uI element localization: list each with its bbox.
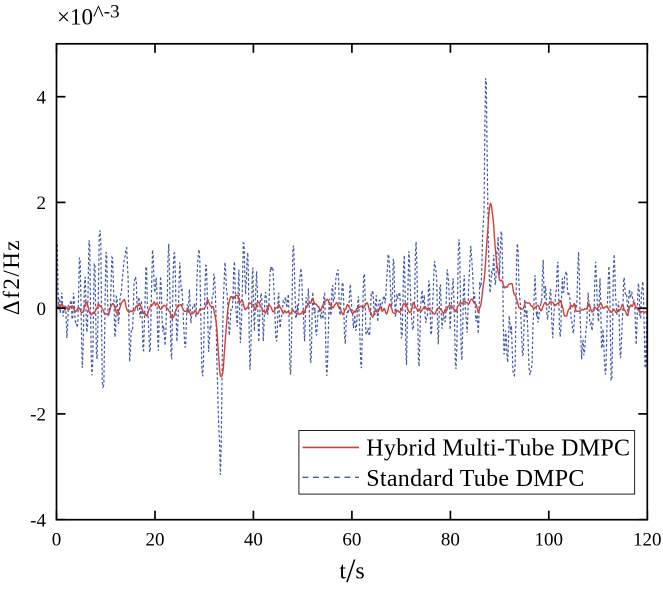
svg-text:60: 60 — [342, 530, 361, 551]
svg-text:0: 0 — [37, 299, 47, 320]
svg-text:t/s: t/s — [339, 553, 364, 585]
svg-text:80: 80 — [441, 530, 460, 551]
svg-text:-4: -4 — [30, 510, 46, 531]
svg-text:2: 2 — [37, 193, 47, 214]
svg-text:100: 100 — [535, 530, 564, 551]
svg-text:Standard Tube DMPC: Standard Tube DMPC — [366, 466, 584, 492]
svg-text:0: 0 — [52, 530, 62, 551]
svg-text:120: 120 — [633, 530, 662, 551]
svg-text:4: 4 — [37, 87, 47, 108]
svg-text:Δf2/Hz: Δf2/Hz — [0, 239, 24, 315]
svg-text:20: 20 — [146, 530, 165, 551]
svg-text:-2: -2 — [30, 405, 46, 426]
svg-text:40: 40 — [244, 530, 263, 551]
svg-text:Hybrid Multi-Tube DMPC: Hybrid Multi-Tube DMPC — [366, 436, 630, 462]
